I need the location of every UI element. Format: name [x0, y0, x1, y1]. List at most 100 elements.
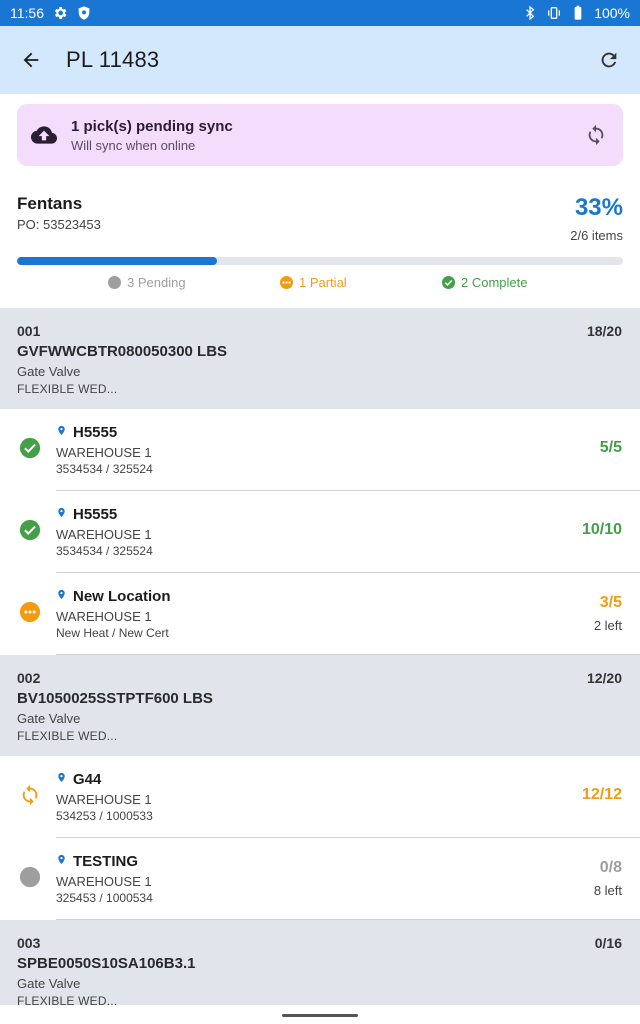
pick-row[interactable]: TESTING WAREHOUSE 1 325453 / 1000534 0/8 8 l… [0, 838, 640, 920]
row-divider [56, 654, 640, 655]
pending-dot-icon [108, 276, 121, 289]
pick-location: TESTING [56, 853, 138, 870]
progress-bar-fill [17, 257, 217, 265]
item-description: FLEXIBLE WED... [17, 382, 118, 396]
vibrate-icon [548, 7, 561, 19]
progress-percent: 33% [574, 194, 623, 221]
page-title: PL 11483 [66, 47, 160, 72]
row-divider [56, 837, 640, 838]
gear-icon [54, 7, 67, 19]
item-code: BV1050025SSTPTF600 LBS [17, 690, 213, 707]
check-circle-icon [19, 437, 41, 459]
partial-dots-icon [19, 601, 41, 623]
sync-banner-title: 1 pick(s) pending sync [71, 117, 233, 135]
legend-complete-label: 2 Complete [461, 275, 528, 290]
item-group-header[interactable]: 002 BV1050025SSTPTF600 LBS Gate Valve FLEXI… [0, 655, 640, 756]
heat-cert-numbers: 325453 / 1000534 [56, 891, 153, 905]
heat-cert-numbers: New Heat / New Cert [56, 626, 169, 640]
picked-count: 0/8 [599, 859, 622, 876]
refresh-icon [601, 52, 617, 68]
check-circle-icon [19, 519, 41, 541]
item-code: GVFWWCBTR080050300 LBS [17, 343, 228, 360]
item-type: Gate Valve [17, 364, 81, 379]
item-group-header[interactable]: 003 SPBE0050S10SA106B3.1 Gate Valve FLEXIBL… [0, 920, 640, 1021]
check-icon [442, 276, 455, 289]
vendor-name: Fentans [17, 194, 83, 213]
pick-row[interactable]: H5555 WAREHOUSE 1 3534534 / 325524 10/10 [0, 491, 640, 573]
pick-location: G44 [56, 771, 101, 788]
warehouse-name: WAREHOUSE 1 [56, 874, 152, 889]
item-type: Gate Valve [17, 976, 81, 991]
items-count: 2/6 items [570, 228, 623, 243]
heat-cert-numbers: 534253 / 1000533 [56, 809, 153, 823]
arrow-left-icon [23, 52, 39, 68]
pick-list: 001 GVFWWCBTR080050300 LBS Gate Valve FLEXI… [0, 308, 640, 1021]
item-code: SPBE0050S10SA106B3.1 [17, 955, 196, 972]
item-quantity: 0/16 [594, 935, 622, 951]
pick-row[interactable]: H5555 WAREHOUSE 1 3534534 / 325524 5/5 [0, 409, 640, 491]
sync-banner[interactable]: 1 pick(s) pending sync Will sync when on… [17, 104, 623, 166]
location-name: H5555 [73, 424, 118, 441]
remaining-count: 2 left [593, 618, 622, 633]
location-pin-icon [56, 771, 67, 788]
app-bar: PL 11483 [0, 26, 640, 94]
item-group-header[interactable]: 001 GVFWWCBTR080050300 LBS Gate Valve FLEXI… [0, 308, 640, 409]
pick-location: H5555 [56, 506, 117, 523]
pick-location: New Location [56, 588, 171, 605]
item-line-number: 002 [17, 670, 41, 686]
warehouse-name: WAREHOUSE 1 [56, 609, 152, 624]
location-name: TESTING [73, 853, 139, 870]
location-name: New Location [73, 588, 171, 605]
sync-banner-subtitle: Will sync when online [71, 137, 196, 153]
order-summary: Fentans PO: 53523453 33% 2/6 items [17, 190, 623, 250]
status-legend: 3 Pending 1 Partial 2 Complete [17, 275, 623, 293]
item-quantity: 18/20 [586, 323, 622, 339]
location-name: G44 [73, 771, 102, 788]
item-type: Gate Valve [17, 711, 81, 726]
item-description: FLEXIBLE WED... [17, 729, 118, 743]
warehouse-name: WAREHOUSE 1 [56, 445, 152, 460]
heat-cert-numbers: 3534534 / 325524 [56, 462, 153, 476]
partial-dots-icon [280, 276, 293, 289]
item-line-number: 001 [17, 323, 41, 339]
location-name: H5555 [73, 506, 118, 523]
picked-count: 12/12 [581, 786, 622, 803]
bluetooth-icon [526, 5, 535, 21]
location-pin-icon [56, 588, 67, 605]
pick-location: H5555 [56, 424, 117, 441]
picked-count: 3/5 [599, 594, 622, 611]
sync-icon [19, 784, 41, 806]
item-line-number: 003 [17, 935, 41, 951]
battery-level: 100% [594, 5, 630, 21]
pick-row[interactable]: New Location WAREHOUSE 1 New Heat / New Ce… [0, 573, 640, 655]
pick-row[interactable]: G44 WAREHOUSE 1 534253 / 1000533 12/12 [0, 756, 640, 838]
heat-cert-numbers: 3534534 / 325524 [56, 544, 153, 558]
location-pin-icon [56, 506, 67, 523]
item-description: FLEXIBLE WED... [17, 994, 118, 1008]
refresh-button[interactable] [596, 47, 622, 73]
picked-count: 10/10 [581, 521, 622, 538]
location-pin-icon [56, 853, 67, 870]
battery-icon [574, 5, 582, 20]
legend-partial: 1 Partial [280, 275, 347, 290]
legend-pending: 3 Pending [108, 275, 186, 290]
pending-dot-icon [19, 866, 41, 888]
item-quantity: 12/20 [586, 670, 622, 686]
picked-count: 5/5 [599, 439, 622, 456]
progress-bar [17, 257, 623, 265]
row-divider [56, 919, 640, 920]
remaining-count: 8 left [593, 883, 622, 898]
warehouse-name: WAREHOUSE 1 [56, 792, 152, 807]
cloud-upload-icon [31, 126, 57, 144]
legend-pending-label: 3 Pending [127, 275, 186, 290]
warehouse-name: WAREHOUSE 1 [56, 527, 152, 542]
sync-now-button[interactable] [583, 122, 609, 148]
status-bar: 11:56 100% [0, 0, 640, 26]
location-pin-icon [56, 424, 67, 441]
po-number: PO: 53523453 [17, 217, 101, 232]
home-indicator[interactable] [282, 1014, 358, 1017]
back-button[interactable] [18, 47, 44, 73]
legend-complete: 2 Complete [442, 275, 527, 290]
status-time: 11:56 [10, 5, 44, 21]
sync-icon [588, 124, 604, 146]
